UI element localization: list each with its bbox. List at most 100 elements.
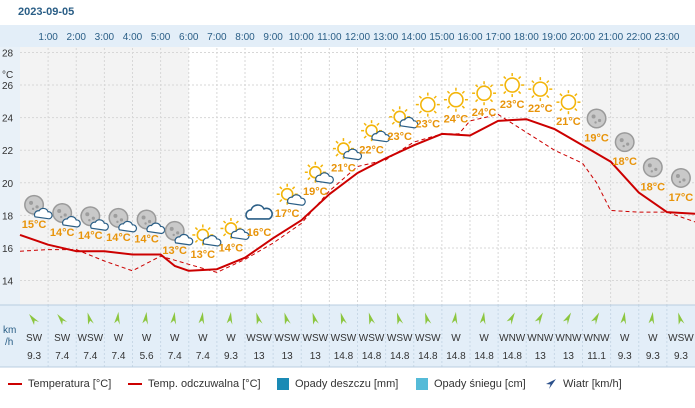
- cloud-shape: [315, 172, 334, 184]
- moon-crater: [647, 163, 652, 168]
- wind-speed: 13: [535, 351, 547, 362]
- wind-arrow-icon: [479, 311, 486, 325]
- wind-arrow-icon: [87, 312, 94, 325]
- moon-icon: [670, 167, 691, 188]
- wind-arrow-icon: [506, 312, 515, 325]
- moon-crater: [119, 218, 124, 222]
- sun-disc: [504, 77, 520, 93]
- moon-crater: [172, 233, 175, 237]
- wind-arrow-icon: [57, 314, 68, 325]
- sun-ray: [518, 76, 522, 80]
- moon-crater: [626, 142, 630, 146]
- wind-speed: 14.8: [362, 351, 382, 362]
- sun-ray: [222, 233, 227, 237]
- wind-arrow-shape: [29, 314, 40, 325]
- sun-ray: [531, 80, 535, 84]
- wind-unit-h: /h: [5, 337, 13, 348]
- hour-label: 1:00: [38, 32, 58, 43]
- wind-arrow-icon: [396, 312, 404, 325]
- moon-face: [672, 169, 690, 187]
- moon-crater: [147, 219, 152, 224]
- hour-label: 3:00: [95, 32, 115, 43]
- moon-crater: [622, 144, 625, 148]
- cloud-shape: [62, 215, 81, 228]
- sun-ray: [307, 177, 311, 181]
- sun-ray: [376, 122, 380, 126]
- hour-label: 22:00: [626, 32, 651, 43]
- cloud-shape: [174, 233, 194, 246]
- temp-label: 16°C: [247, 227, 272, 239]
- hour-label: 21:00: [598, 32, 623, 43]
- sun-disc: [448, 91, 464, 108]
- wind-arrow-icon: [678, 312, 685, 325]
- moon-crater: [675, 173, 680, 178]
- cloud-shape: [230, 228, 250, 241]
- sun-ray: [433, 95, 437, 99]
- sun-ray: [531, 94, 535, 99]
- moon-face: [53, 204, 71, 222]
- hour-label: 20:00: [570, 32, 595, 43]
- night-band: [582, 28, 695, 305]
- temp-label: 14°C: [219, 242, 244, 254]
- moon-cloud-icon: [164, 220, 194, 246]
- wind-arrow-icon: [312, 312, 319, 325]
- sun-ray: [433, 110, 437, 114]
- moon-crater: [619, 138, 624, 143]
- date-title: 2023-09-05: [18, 6, 75, 18]
- temp-label: 14°C: [78, 230, 103, 242]
- wind-arrow-shape: [340, 312, 347, 325]
- moon-face: [25, 196, 43, 214]
- temp-label: 14°C: [50, 227, 75, 239]
- wind-arrow-shape: [256, 312, 263, 325]
- hour-label: 12:00: [345, 32, 370, 43]
- sun-icon: [443, 87, 468, 112]
- cloud-shape: [245, 204, 273, 220]
- wind-direction: WNW: [555, 333, 582, 344]
- wind-arrow-icon: [425, 312, 432, 325]
- wind-speed: 13: [254, 351, 266, 362]
- sun-ray: [461, 105, 465, 109]
- moon-crater: [31, 207, 35, 211]
- sun-ray: [475, 84, 479, 88]
- sun-cloud-icon: [389, 106, 419, 129]
- legend-temperature-label: Temperatura [°C]: [28, 378, 112, 390]
- moon-crater: [176, 231, 180, 235]
- y-tick-label: 22: [2, 146, 14, 157]
- moon-cloud-icon: [136, 209, 166, 235]
- hour-label: 23:00: [654, 32, 679, 43]
- wind-arrow-shape: [87, 312, 94, 325]
- wind-speed: 9.3: [618, 351, 632, 362]
- wind-speed: 13: [563, 351, 575, 362]
- wind-arrow-shape: [170, 311, 177, 325]
- temp-label: 18°C: [641, 181, 666, 193]
- wind-direction: W: [226, 333, 236, 344]
- cloud-icon: [245, 204, 273, 220]
- legend-rain-label: Opady deszczu [mm]: [295, 378, 399, 390]
- wind-speed: 9.3: [27, 351, 41, 362]
- wind-arrow-shape: [226, 311, 233, 325]
- wind-arrow-shape: [479, 311, 486, 325]
- moon-crater: [597, 118, 602, 123]
- legend-feels-like-swatch: [128, 383, 142, 385]
- temperature-line: [19, 118, 695, 272]
- sun-ray: [574, 108, 578, 112]
- y-tick-label: 18: [2, 211, 14, 222]
- sun-ray: [503, 76, 507, 80]
- wind-arrow-shape: [425, 312, 432, 325]
- y-axis-strip: [0, 28, 20, 305]
- hour-label: 16:00: [457, 32, 482, 43]
- moon-cloud-icon: [52, 202, 81, 228]
- sun-ray: [489, 84, 494, 88]
- cloud-shape: [399, 116, 419, 129]
- y-tick-label: 24: [2, 114, 14, 125]
- wind-speed: 14.8: [418, 351, 438, 362]
- wind-arrow-icon: [114, 311, 120, 325]
- wind-direction: W: [170, 333, 180, 344]
- wind-direction: WNW: [499, 333, 526, 344]
- cloud-shape: [90, 219, 109, 231]
- y-tick-label: 26: [2, 81, 14, 92]
- moon-face: [138, 210, 156, 228]
- moon-crater: [169, 226, 174, 231]
- sun-ray: [194, 227, 199, 231]
- wind-speed: 9.3: [224, 351, 238, 362]
